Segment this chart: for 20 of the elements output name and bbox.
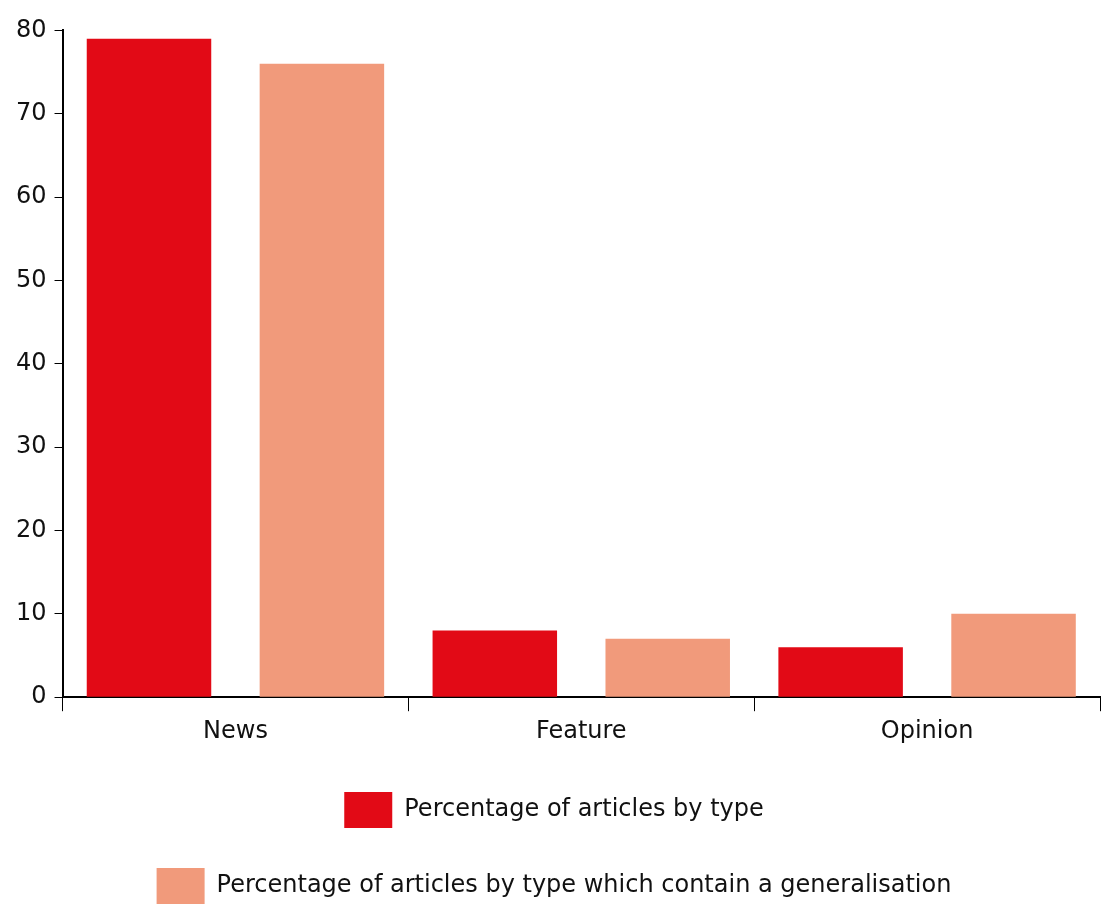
y-tick-label: 80 [15,14,47,43]
x-tick-label: News [203,715,268,744]
y-tick-label: 30 [15,431,47,460]
bar [86,38,212,697]
bar [605,638,730,697]
y-tick-label: 60 [15,181,47,210]
x-tick-label: Feature [535,715,627,744]
legend-label: Percentage of articles by type [404,794,764,823]
y-tick-label: 40 [15,348,47,377]
bar [778,647,903,697]
bar [259,63,385,697]
legend-label: Percentage of articles by type which contain a generalisation [216,870,952,899]
bar [432,630,558,697]
y-tick-label: 20 [15,514,47,543]
y-tick-label: 70 [15,97,47,126]
y-tick-label: 50 [15,264,47,293]
y-tick-label: 10 [15,598,47,627]
bar [951,613,1076,697]
x-tick-label: Opinion [880,715,974,744]
y-tick-label: 0 [31,681,47,710]
